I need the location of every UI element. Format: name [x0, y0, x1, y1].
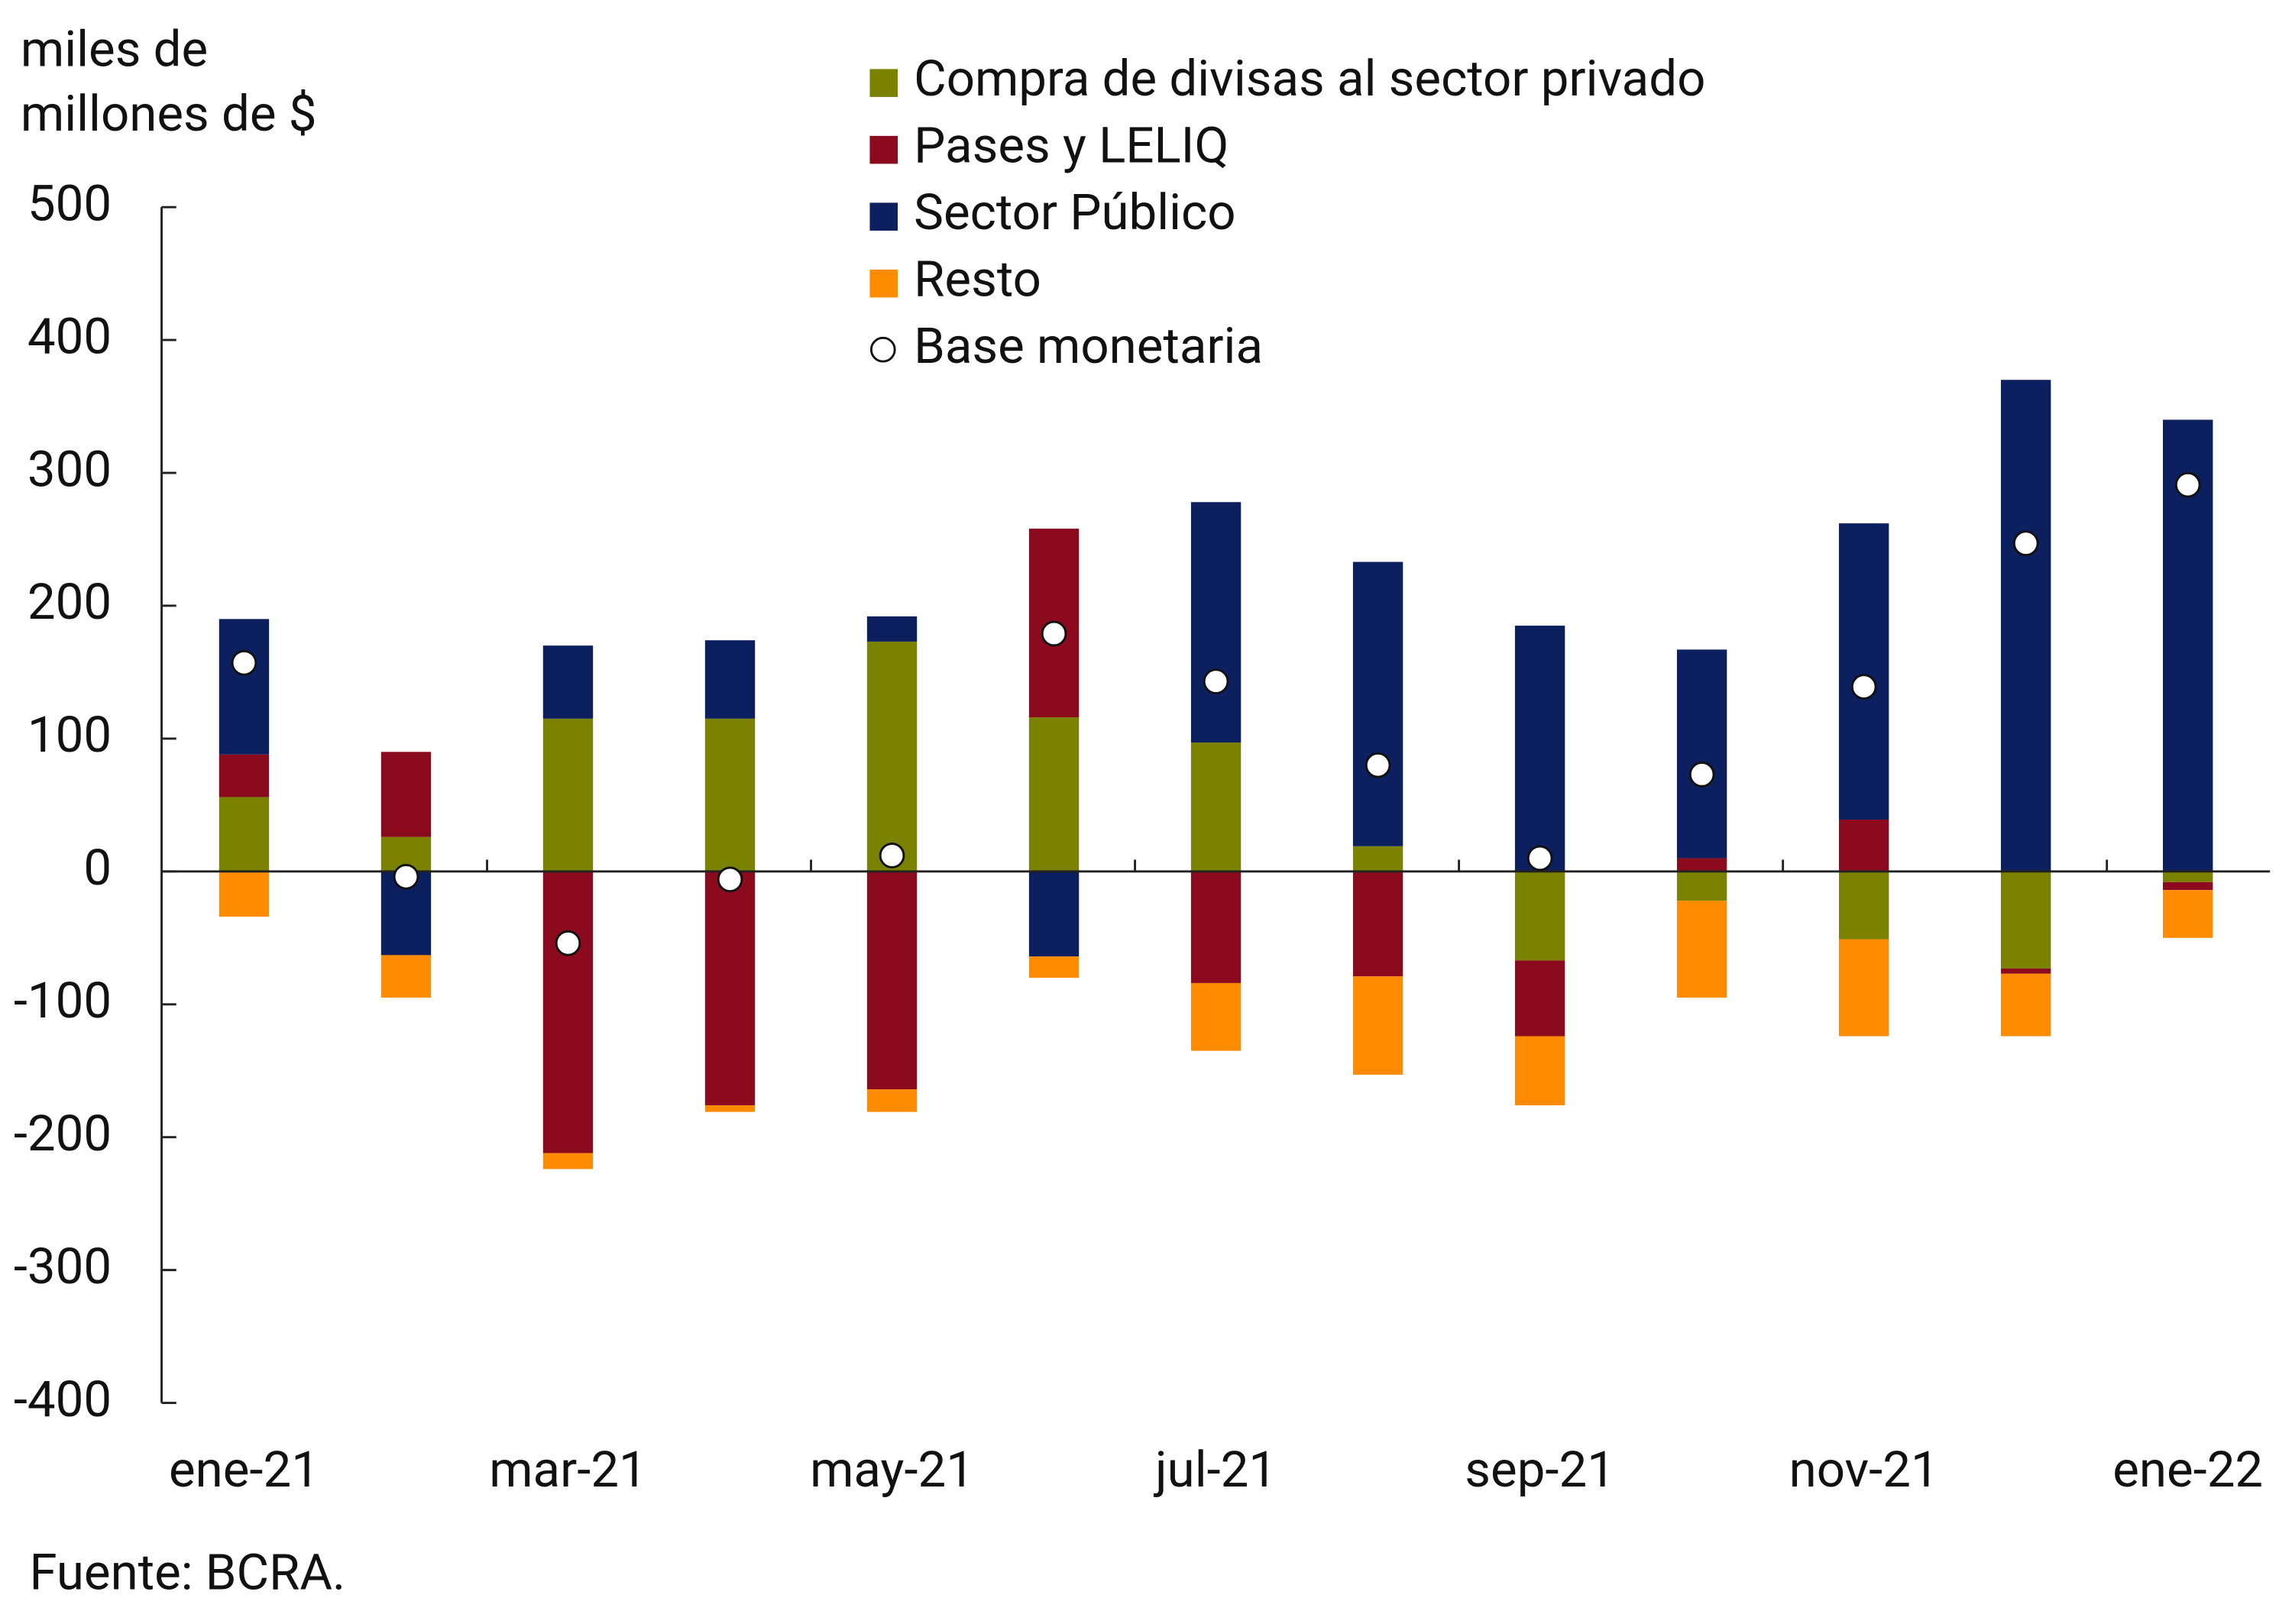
marker: [2174, 471, 2201, 498]
bar: [1514, 626, 1565, 872]
y-axis-label: millones de $: [21, 84, 317, 143]
bar: [219, 754, 270, 797]
bar: [380, 752, 432, 837]
y-tick-label: 200: [28, 572, 112, 631]
legend-swatch: [869, 135, 898, 164]
x-tick-label: ene-21: [169, 1440, 319, 1499]
bar: [219, 871, 270, 917]
bar: [1352, 976, 1403, 1075]
bar: [1676, 901, 1727, 998]
bar: [2000, 871, 2051, 969]
marker: [393, 863, 419, 890]
bar: [1190, 871, 1242, 983]
bar: [704, 718, 756, 872]
marker: [2012, 530, 2039, 557]
marker: [231, 649, 257, 676]
bar: [1514, 871, 1565, 961]
bar: [1676, 858, 1727, 872]
legend-label: Compra de divisas al sector privado: [914, 49, 1705, 108]
y-tick-label: -100: [14, 971, 112, 1030]
source-note: Fuente: BCRA.: [29, 1543, 345, 1602]
bar: [1514, 1036, 1565, 1105]
bar: [1028, 717, 1080, 872]
marker: [1041, 620, 1067, 647]
y-tick-label: -400: [14, 1370, 112, 1428]
x-tick-label: may-21: [810, 1440, 974, 1499]
y-tick-label: -300: [14, 1237, 112, 1296]
bar: [2000, 968, 2051, 974]
marker: [1526, 845, 1553, 872]
y-tick-label: 400: [28, 306, 112, 365]
bar: [1676, 871, 1727, 901]
marker: [1688, 762, 1715, 788]
bar: [1838, 939, 1889, 1037]
y-tick-label: 100: [28, 705, 112, 764]
marker: [1365, 752, 1391, 778]
bar: [380, 955, 432, 998]
marker: [1850, 674, 1877, 700]
legend-label: Base monetaria: [914, 316, 1263, 375]
marker: [1203, 668, 1229, 694]
bar: [704, 1105, 756, 1112]
x-tick-label: mar-21: [489, 1440, 647, 1499]
bar: [1838, 871, 1889, 940]
bar: [704, 871, 756, 1105]
bar: [1838, 523, 1889, 820]
legend-marker: [869, 336, 896, 363]
bar: [866, 616, 918, 642]
bar: [2163, 871, 2213, 882]
bar: [542, 871, 594, 1153]
y-tick-label: 0: [83, 838, 112, 897]
bar: [542, 1153, 594, 1169]
bar: [219, 619, 270, 755]
bar: [1190, 502, 1242, 743]
legend-label: Resto: [914, 249, 1041, 308]
bar: [1028, 956, 1080, 978]
bar: [1352, 871, 1403, 977]
marker: [879, 843, 905, 869]
bar: [866, 641, 918, 872]
bar: [1514, 960, 1565, 1037]
bar: [866, 1089, 918, 1112]
bar: [2000, 380, 2051, 872]
bar: [2163, 890, 2213, 938]
bar: [542, 718, 594, 872]
bar: [1838, 819, 1889, 872]
legend-swatch: [869, 269, 898, 298]
bar: [2000, 973, 2051, 1037]
bar: [1352, 561, 1403, 846]
x-tick-label: nov-21: [1789, 1440, 1939, 1499]
legend-swatch: [869, 69, 898, 97]
marker: [555, 930, 581, 956]
x-tick-label: sep-21: [1465, 1440, 1615, 1499]
bar: [1190, 982, 1242, 1051]
legend-label: Sector Público: [914, 183, 1235, 241]
bar: [1676, 649, 1727, 859]
x-tick-label: jul-21: [1153, 1440, 1277, 1499]
y-tick-label: 300: [28, 439, 112, 498]
y-tick-label: 500: [28, 173, 112, 232]
bar: [2163, 882, 2213, 891]
bar: [542, 645, 594, 719]
legend-label: Pases y LELIQ: [914, 115, 1229, 174]
x-tick-label: ene-22: [2112, 1440, 2263, 1499]
bar: [219, 797, 270, 872]
bar: [1028, 871, 1080, 957]
y-axis-label: miles de: [21, 20, 208, 79]
bar: [1190, 742, 1242, 872]
marker: [717, 866, 743, 893]
legend-swatch: [869, 202, 898, 231]
bar: [866, 871, 918, 1090]
y-tick-label: -200: [14, 1104, 112, 1163]
bar: [1352, 846, 1403, 872]
bar: [704, 640, 756, 719]
